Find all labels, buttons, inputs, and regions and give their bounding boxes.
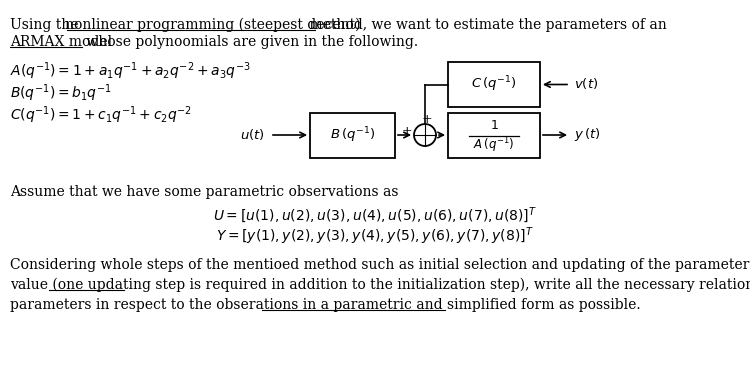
Text: $C\,(q^{-1})$: $C\,(q^{-1})$: [471, 75, 517, 94]
Text: $B\,(q^{-1})$: $B\,(q^{-1})$: [330, 126, 375, 145]
Bar: [448, 62, 540, 107]
Text: parameters in respect to the obserations in a parametric and simplified form as : parameters in respect to the obserations…: [10, 298, 640, 312]
Text: Assume that we have some parametric observations as: Assume that we have some parametric obse…: [10, 185, 398, 199]
Text: +: +: [402, 125, 412, 138]
Text: $A(q^{-1})=1+a_1q^{-1}+a_2q^{-2}+a_3q^{-3}$: $A(q^{-1})=1+a_1q^{-1}+a_2q^{-2}+a_3q^{-…: [10, 60, 250, 82]
Text: $Y =[y(1),y(2),y(3),y(4),y(5),y(6),y(7),y(8)]^T$: $Y =[y(1),y(2),y(3),y(4),y(5),y(6),y(7),…: [216, 225, 534, 246]
Text: $1$: $1$: [490, 119, 498, 132]
Text: $B(q^{-1})=b_1q^{-1}$: $B(q^{-1})=b_1q^{-1}$: [10, 82, 112, 104]
Text: whose polynoomials are given in the following.: whose polynoomials are given in the foll…: [82, 35, 419, 49]
Text: $A\,(q^{-1})$: $A\,(q^{-1})$: [473, 136, 514, 155]
Text: $C(q^{-1})=1+c_1q^{-1}+c_2q^{-2}$: $C(q^{-1})=1+c_1q^{-1}+c_2q^{-2}$: [10, 104, 192, 126]
Text: $v(t)$: $v(t)$: [574, 76, 598, 91]
Bar: [448, 113, 540, 158]
Text: $y\,(t)$: $y\,(t)$: [574, 126, 601, 142]
Text: Considering whole steps of the mentioed method such as initial selection and upd: Considering whole steps of the mentioed …: [10, 258, 750, 272]
Text: Using the: Using the: [10, 18, 82, 32]
Text: method, we want to estimate the parameters of an: method, we want to estimate the paramete…: [305, 18, 667, 32]
Text: $u(t)$: $u(t)$: [240, 126, 265, 141]
Text: ARMAX model: ARMAX model: [10, 35, 112, 49]
Text: value (one updating step is required in addition to the initialization step), wr: value (one updating step is required in …: [10, 278, 750, 292]
Text: $U=[u(1),u(2),u(3),u(4),u(5),u(6),u(7),u(8)]^T$: $U=[u(1),u(2),u(3),u(4),u(5),u(6),u(7),u…: [213, 205, 537, 225]
Text: +: +: [422, 113, 432, 126]
Text: nonlinear programming (steepest decent): nonlinear programming (steepest decent): [65, 18, 361, 33]
Bar: [310, 113, 395, 158]
